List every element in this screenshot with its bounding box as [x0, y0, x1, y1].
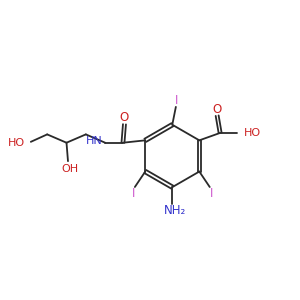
Text: HN: HN	[86, 136, 103, 146]
Text: O: O	[120, 111, 129, 124]
Text: HO: HO	[244, 128, 261, 138]
Text: I: I	[132, 187, 135, 200]
Text: NH₂: NH₂	[164, 204, 186, 218]
Text: I: I	[175, 94, 178, 107]
Text: O: O	[212, 103, 222, 116]
Text: HO: HO	[8, 138, 25, 148]
Text: I: I	[209, 187, 213, 200]
Text: OH: OH	[61, 164, 78, 174]
